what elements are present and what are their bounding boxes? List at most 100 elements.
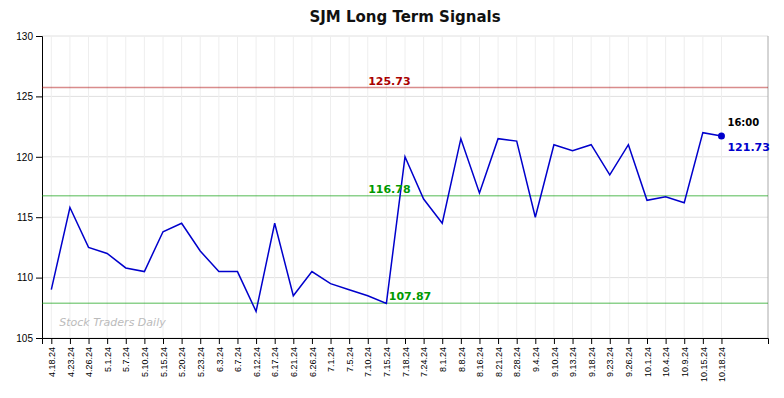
x-tick-mark	[498, 338, 499, 344]
x-tick-mark	[442, 338, 443, 344]
x-tick-mark	[479, 338, 480, 344]
x-tick-label: 5.7.24	[121, 347, 131, 372]
grid-line-x	[218, 36, 219, 338]
last-price-label: 121.73	[727, 141, 769, 154]
y-tick-mark	[36, 217, 42, 218]
grid-line-x	[535, 36, 536, 338]
y-axis-line	[36, 37, 43, 339]
x-tick: 4.18.24	[47, 338, 57, 377]
x-tick: 8.16.24	[475, 338, 485, 377]
frame-right	[768, 36, 769, 338]
x-tick-label: 4.18.24	[47, 347, 57, 377]
grid-line-x	[721, 36, 722, 338]
y-tick-mark	[36, 157, 42, 158]
x-tick-mark	[51, 338, 52, 344]
x-tick: 7.5.24	[345, 338, 355, 372]
x-tick-mark	[647, 338, 648, 344]
x-tick: 7.1.24	[326, 338, 336, 372]
y-tick: 115	[17, 212, 42, 223]
x-tick-label: 6.17.24	[270, 347, 280, 377]
x-tick-label: 8.16.24	[475, 347, 485, 377]
x-tick-label: 6.12.24	[252, 347, 262, 377]
x-tick-label: 7.18.24	[401, 347, 411, 377]
last-point	[718, 132, 725, 139]
grid-line-x	[256, 36, 257, 338]
x-tick-mark	[144, 338, 145, 344]
x-tick: 6.21.24	[289, 338, 299, 377]
x-tick-label: 9.23.24	[605, 347, 615, 377]
x-tick: 6.3.24	[214, 338, 224, 372]
x-tick: 6.26.24	[308, 338, 318, 377]
y-tick-mark	[36, 338, 42, 339]
grid-line-x	[609, 36, 610, 338]
grid-line-x	[665, 36, 666, 338]
x-axis: 4.18.24 4.23.24 4.26.24 5.1.24 5.7.24 5.10.24…	[43, 338, 769, 382]
x-tick-label: 7.5.24	[345, 347, 355, 372]
x-tick-mark	[237, 338, 238, 344]
x-tick-mark	[293, 338, 294, 344]
grid-line-x	[516, 36, 517, 338]
x-tick: 7.10.24	[363, 338, 373, 377]
y-tick-label: 120	[16, 152, 33, 163]
x-tick-mark	[331, 338, 332, 344]
grid	[42, 36, 768, 338]
x-tick: 7.15.24	[382, 338, 392, 377]
x-tick-label: 10.9.24	[680, 347, 690, 377]
y-tick: 110	[17, 272, 42, 283]
x-tick-label: 4.23.24	[66, 347, 76, 377]
x-tick-mark	[107, 338, 108, 344]
x-tick-label: 5.20.24	[177, 347, 187, 377]
x-tick: 10.15.24	[698, 338, 708, 382]
x-tick: 6.17.24	[270, 338, 280, 377]
x-tick-mark	[368, 338, 369, 344]
x-tick: 7.18.24	[401, 338, 411, 377]
x-tick-label: 9.13.24	[568, 347, 578, 377]
y-tick-label: 110	[17, 272, 33, 283]
grid-line-x	[684, 36, 685, 338]
grid-line-x	[237, 36, 238, 338]
x-tick-label: 7.24.24	[419, 347, 429, 377]
grid-line-x	[144, 36, 145, 338]
x-tick-label: 10.15.24	[698, 347, 708, 382]
x-tick-mark	[405, 338, 406, 344]
y-tick-label: 115	[17, 212, 33, 223]
x-tick-label: 9.26.24	[624, 347, 634, 377]
x-tick: 5.10.24	[140, 338, 150, 377]
grid-line-x	[125, 36, 126, 338]
x-tick: 5.7.24	[121, 338, 131, 372]
x-tick-label: 10.1.24	[643, 347, 653, 377]
title: SJM Long Term Signals	[309, 8, 500, 26]
x-tick-label: 7.15.24	[382, 347, 392, 377]
x-tick-mark	[89, 338, 90, 344]
x-tick-label: 5.10.24	[140, 347, 150, 377]
grid-line-x	[591, 36, 592, 338]
grid-line-x	[69, 36, 70, 338]
y-tick-label: 105	[16, 333, 33, 344]
y-tick-mark	[36, 36, 42, 37]
x-tick-mark	[182, 338, 183, 344]
x-tick: 8.28.24	[512, 338, 522, 377]
x-tick: 10.18.24	[717, 338, 727, 382]
x-tick-label: 5.15.24	[159, 347, 169, 377]
x-tick-label: 5.23.24	[196, 347, 206, 377]
grid-line-x	[479, 36, 480, 338]
x-tick-label: 6.21.24	[289, 347, 299, 377]
x-tick-label: 8.8.24	[456, 347, 466, 372]
x-tick-mark	[517, 338, 518, 344]
x-tick-label: 4.26.24	[84, 347, 94, 377]
y-tick-label: 125	[16, 91, 33, 102]
x-tick: 6.7.24	[233, 338, 243, 372]
x-tick: 8.8.24	[456, 338, 466, 372]
x-tick-mark	[535, 338, 536, 344]
reference-line-label: 125.73	[368, 75, 410, 88]
x-tick-mark	[126, 338, 127, 344]
x-tick: 4.26.24	[84, 338, 94, 377]
grid-line-x	[349, 36, 350, 338]
grid-line-x	[572, 36, 573, 338]
x-tick-label: 10.4.24	[661, 347, 671, 377]
marks	[42, 88, 768, 312]
x-tick: 5.15.24	[159, 338, 169, 377]
x-tick: 10.9.24	[680, 338, 690, 377]
x-tick: 5.1.24	[103, 338, 113, 372]
x-tick-label: 10.18.24	[717, 347, 727, 382]
